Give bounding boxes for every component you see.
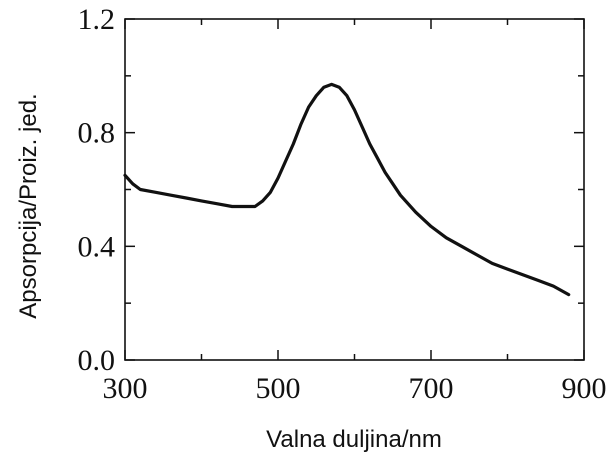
tick-labels: 300 500 700 900 0.0 0.4 0.8 1.2 [78, 3, 607, 405]
y-tick-label: 0.8 [78, 117, 116, 150]
x-tick-label: 300 [103, 372, 148, 405]
axis-ticks [124, 18, 585, 361]
x-axis-title: Valna duljina/nm [266, 426, 442, 453]
x-tick-label: 500 [256, 372, 301, 405]
y-tick-label: 1.2 [78, 3, 116, 36]
x-tick-label: 700 [409, 372, 454, 405]
y-tick-label: 0.4 [78, 230, 116, 263]
y-tick-label: 0.0 [78, 344, 116, 377]
y-axis-title: Apsorpcija/Proiz. jed. [15, 93, 42, 318]
series-line [123, 82, 571, 297]
x-tick-label: 900 [562, 372, 607, 405]
